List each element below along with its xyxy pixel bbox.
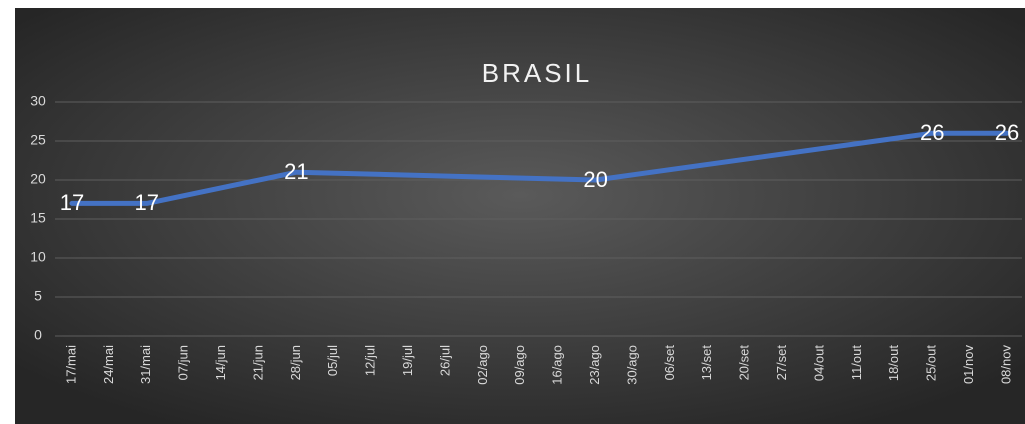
x-tick-label: 06/set bbox=[662, 345, 677, 381]
y-tick-label: 15 bbox=[30, 210, 46, 226]
x-tick-label: 17/mai bbox=[63, 345, 78, 384]
x-tick-label: 26/jul bbox=[437, 345, 452, 376]
data-label: 21 bbox=[284, 159, 308, 184]
x-tick-label: 05/jul bbox=[325, 345, 340, 376]
x-tick-label: 27/set bbox=[774, 345, 789, 381]
y-tick-label: 30 bbox=[30, 93, 46, 109]
chart-title: BRASIL bbox=[482, 58, 593, 88]
x-tick-label: 20/set bbox=[737, 345, 752, 381]
x-tick-label: 16/ago bbox=[550, 345, 565, 385]
data-label: 26 bbox=[920, 120, 944, 145]
data-label: 17 bbox=[135, 190, 159, 215]
x-tick-label: 11/out bbox=[849, 345, 864, 381]
x-tick-label: 30/ago bbox=[624, 345, 639, 385]
x-tick-label: 01/nov bbox=[961, 345, 976, 385]
x-tick-label: 04/out bbox=[811, 345, 826, 382]
x-tick-label: 07/jun bbox=[176, 345, 191, 380]
y-tick-label: 10 bbox=[30, 249, 46, 265]
y-tick-label: 5 bbox=[34, 288, 42, 304]
y-tick-label: 20 bbox=[30, 171, 46, 187]
y-tick-label: 25 bbox=[30, 132, 46, 148]
data-label: 17 bbox=[60, 190, 84, 215]
x-tick-label: 09/ago bbox=[512, 345, 527, 385]
x-tick-label: 02/ago bbox=[475, 345, 490, 385]
x-tick-label: 28/jun bbox=[288, 345, 303, 380]
x-tick-label: 14/jun bbox=[213, 345, 228, 380]
x-tick-label: 18/out bbox=[886, 345, 901, 382]
x-tick-label: 23/ago bbox=[587, 345, 602, 385]
y-tick-label: 0 bbox=[34, 327, 42, 343]
data-label: 26 bbox=[995, 120, 1019, 145]
x-tick-label: 08/nov bbox=[998, 345, 1013, 385]
data-label: 20 bbox=[583, 167, 607, 192]
x-tick-label: 19/jul bbox=[400, 345, 415, 376]
x-tick-label: 13/set bbox=[699, 345, 714, 381]
x-tick-label: 12/jul bbox=[363, 345, 378, 376]
line-series bbox=[69, 130, 1010, 206]
x-tick-label: 25/out bbox=[924, 345, 939, 382]
x-tick-label: 24/mai bbox=[101, 345, 116, 384]
chart-background bbox=[15, 8, 1025, 424]
x-tick-label: 31/mai bbox=[138, 345, 153, 384]
x-tick-label: 21/jun bbox=[250, 345, 265, 380]
